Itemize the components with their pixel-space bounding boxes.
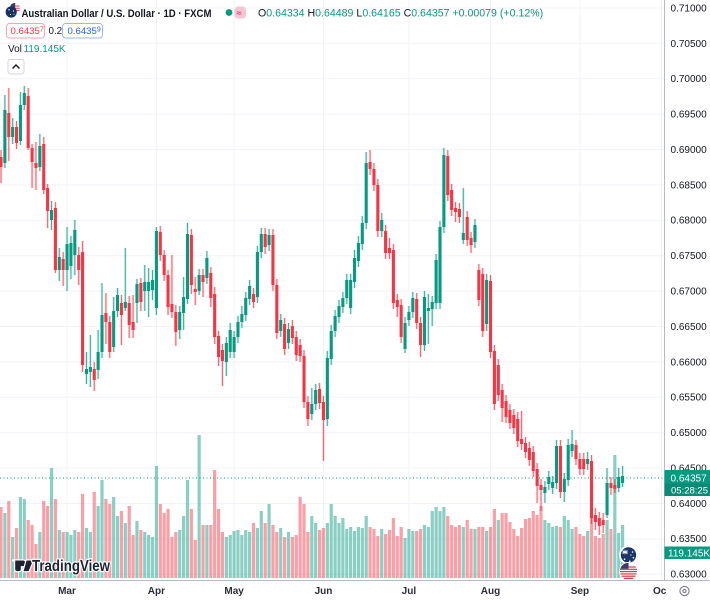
svg-text:TradingView: TradingView xyxy=(32,558,111,575)
svg-text:Vol: Vol xyxy=(8,44,22,55)
svg-text:0.69000: 0.69000 xyxy=(671,145,708,156)
svg-text:0.67500: 0.67500 xyxy=(671,251,708,262)
svg-text:0.2: 0.2 xyxy=(49,26,63,37)
svg-text:0.63500: 0.63500 xyxy=(671,534,708,545)
svg-text:Aug: Aug xyxy=(481,586,500,597)
svg-text:05:28:25: 05:28:25 xyxy=(671,486,708,497)
svg-text:119.145K: 119.145K xyxy=(668,548,710,559)
svg-text:May: May xyxy=(224,586,244,597)
svg-text:Mar: Mar xyxy=(58,586,76,597)
svg-text:0.63000: 0.63000 xyxy=(671,570,708,581)
svg-text:Apr: Apr xyxy=(148,586,165,597)
svg-text:Australian Dollar / U.S. Dolla: Australian Dollar / U.S. Dollar · 1D · F… xyxy=(22,8,212,20)
svg-text:O0.64334 H0.64489 L0.64165 C0.: O0.64334 H0.64489 L0.64165 C0.64357 +0.0… xyxy=(258,8,543,20)
svg-text:Jun: Jun xyxy=(315,586,333,597)
svg-text:0.67000: 0.67000 xyxy=(671,287,708,298)
svg-text:0.70500: 0.70500 xyxy=(671,39,708,50)
svg-text:0.64500: 0.64500 xyxy=(671,464,708,475)
svg-text:0.70000: 0.70000 xyxy=(671,74,708,85)
svg-text:0.66000: 0.66000 xyxy=(671,357,708,368)
svg-text:0.65500: 0.65500 xyxy=(671,393,708,404)
svg-text:0.64359: 0.64359 xyxy=(68,26,101,37)
svg-text:0.64357: 0.64357 xyxy=(671,474,708,485)
svg-text:0.69500: 0.69500 xyxy=(671,110,708,121)
svg-text:0.68000: 0.68000 xyxy=(671,216,708,227)
svg-text:0.71000: 0.71000 xyxy=(671,3,708,14)
svg-text:0.65000: 0.65000 xyxy=(671,428,708,439)
svg-text:119.145K: 119.145K xyxy=(24,44,66,55)
svg-text:0.64000: 0.64000 xyxy=(671,499,708,510)
svg-text:Oc: Oc xyxy=(653,586,667,597)
svg-text:0.66500: 0.66500 xyxy=(671,322,708,333)
svg-text:0.68500: 0.68500 xyxy=(671,180,708,191)
svg-text:Sep: Sep xyxy=(571,586,589,597)
svg-text:≈: ≈ xyxy=(237,8,242,18)
svg-text:0.64357: 0.64357 xyxy=(11,26,44,37)
svg-text:Jul: Jul xyxy=(402,586,417,597)
